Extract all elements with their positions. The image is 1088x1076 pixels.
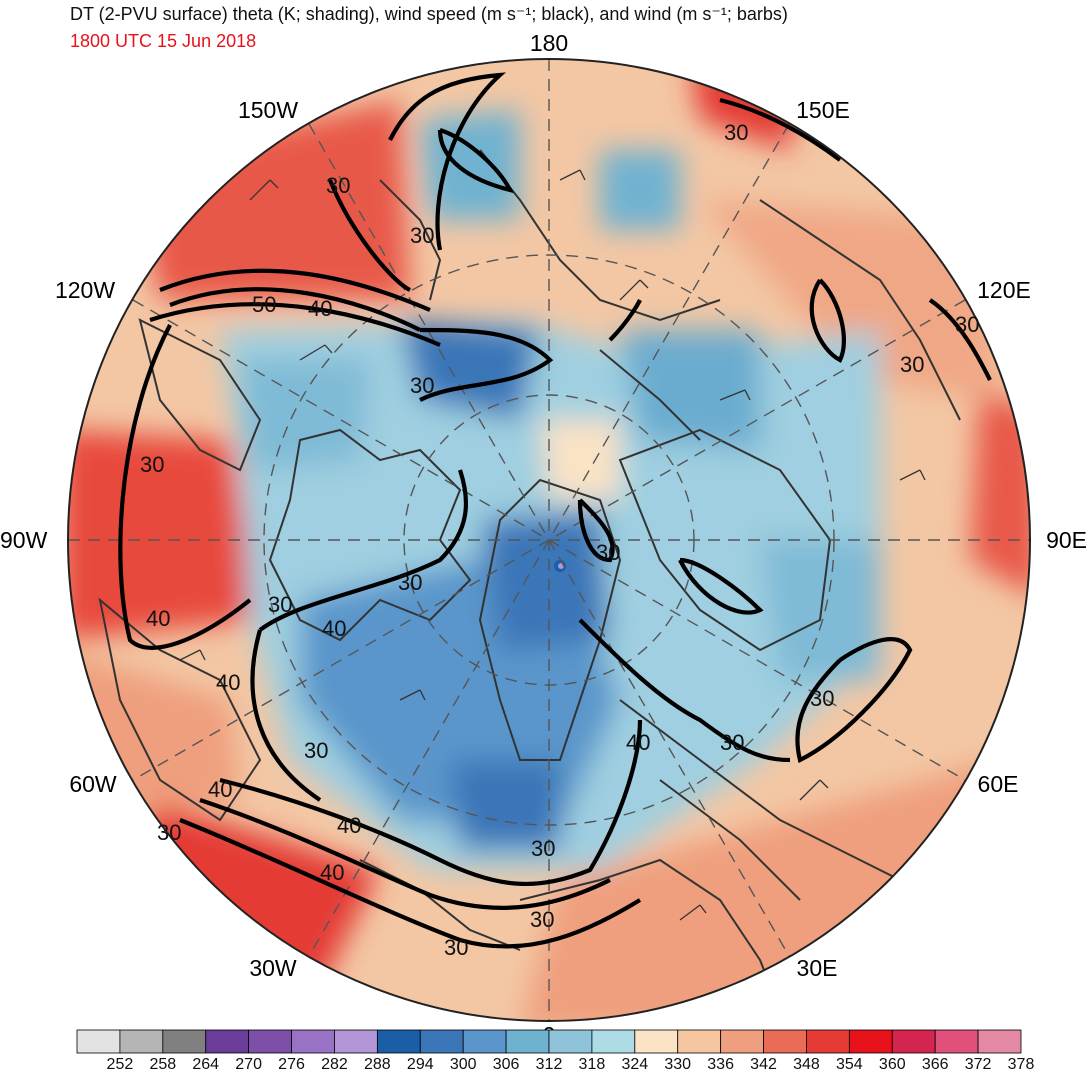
lon-label-60e: 60E	[978, 771, 1019, 797]
valid-time: 1800 UTC 15 Jun 2018	[70, 31, 257, 51]
lon-label-120w: 120W	[55, 277, 115, 303]
colorbar-swatch	[291, 1029, 335, 1054]
colorbar-tick-label: 372	[964, 1056, 992, 1073]
colorbar-tick-label: 270	[235, 1056, 262, 1073]
svg-text:30: 30	[268, 592, 292, 617]
colorbar-tick-label: 348	[793, 1056, 820, 1073]
map-boundary	[67, 58, 1031, 1022]
colorbar-swatch	[634, 1029, 679, 1054]
colorbar-tick-label: 366	[921, 1056, 949, 1073]
svg-text:40: 40	[216, 670, 240, 695]
colorbar	[76, 1029, 1022, 1054]
colorbar-swatch	[205, 1029, 250, 1054]
svg-text:40: 40	[208, 777, 232, 802]
lon-label-150e: 150E	[796, 97, 850, 123]
wind-speed-contours	[118, 72, 992, 949]
colorbar-tick-label: 354	[836, 1056, 863, 1073]
svg-text:30: 30	[398, 570, 422, 595]
colorbar-swatch	[419, 1029, 464, 1054]
colorbar-swatch	[677, 1029, 722, 1054]
colorbar-swatch	[934, 1029, 979, 1054]
svg-text:30: 30	[410, 373, 434, 398]
colorbar-tick-label: 258	[149, 1056, 177, 1073]
colorbar-tick-label: 360	[878, 1056, 906, 1073]
svg-text:40: 40	[626, 730, 650, 755]
colorbar-tick-label: 324	[621, 1056, 649, 1073]
lon-label-30w: 30W	[249, 955, 297, 981]
wind-barbs	[179, 169, 926, 921]
colorbar-tick-label: 336	[707, 1056, 734, 1073]
colorbar-tick-label: 306	[492, 1056, 520, 1073]
svg-text:50: 50	[252, 292, 276, 317]
svg-text:30: 30	[444, 935, 468, 960]
colorbar-tick-label: 312	[535, 1056, 563, 1073]
svg-text:40: 40	[320, 860, 344, 885]
colorbar-tick-label: 330	[664, 1056, 692, 1073]
svg-text:30: 30	[530, 907, 554, 932]
svg-text:30: 30	[410, 223, 434, 248]
colorbar-tick-label: 294	[406, 1056, 434, 1073]
colorbar-tick-label: 288	[364, 1056, 391, 1073]
colorbar-tick-label: 276	[278, 1056, 305, 1073]
colorbar-swatch	[806, 1029, 850, 1054]
colorbar-tick-label: 318	[578, 1056, 606, 1073]
colorbar-tick-label: 378	[1007, 1056, 1035, 1073]
colorbar-swatch	[848, 1029, 893, 1054]
longitude-labels: 180 150E 120E 90E 60E 30E 0 30W 60W 90W …	[0, 30, 1087, 1048]
colorbar-swatch	[720, 1029, 764, 1054]
svg-text:30: 30	[140, 452, 164, 477]
colorbar-swatch	[591, 1029, 636, 1054]
colorbar-swatch	[376, 1029, 421, 1054]
svg-text:40: 40	[322, 616, 346, 641]
svg-text:30: 30	[326, 173, 350, 198]
svg-text:30: 30	[955, 312, 979, 337]
lon-label-120e: 120E	[977, 277, 1031, 303]
svg-text:30: 30	[531, 836, 555, 861]
colorbar-swatch	[119, 1029, 164, 1054]
colorbar-swatch	[977, 1029, 1022, 1054]
colorbar-tick-label: 300	[449, 1056, 477, 1073]
colorbar-swatch	[162, 1029, 207, 1054]
colorbar-swatch	[505, 1029, 550, 1054]
svg-text:30: 30	[810, 686, 834, 711]
contour-labels: 30 30 50 40 30 30 30 30 40 40 40 30 40 4…	[140, 120, 979, 960]
svg-text:30: 30	[720, 730, 744, 755]
svg-text:40: 40	[146, 606, 170, 631]
lon-label-90e: 90E	[1046, 527, 1087, 553]
colorbar-tick-label: 342	[750, 1056, 777, 1073]
svg-text:40: 40	[308, 296, 332, 321]
colorbar-tick-label: 282	[321, 1056, 348, 1073]
colorbar-swatch	[548, 1029, 593, 1054]
svg-text:30: 30	[724, 120, 748, 145]
chart-title: DT (2-PVU surface) theta (K; shading), w…	[70, 4, 788, 24]
graticule	[68, 59, 1030, 1021]
lon-label-150w: 150W	[238, 97, 298, 123]
lon-label-180: 180	[530, 30, 568, 56]
lon-label-30e: 30E	[797, 955, 838, 981]
svg-text:30: 30	[596, 540, 620, 565]
svg-text:30: 30	[900, 352, 924, 377]
lon-label-90w: 90W	[0, 527, 48, 553]
colorbar-swatch	[334, 1029, 378, 1054]
colorbar-swatch	[462, 1029, 507, 1054]
colorbar-swatch	[763, 1029, 807, 1054]
lon-label-60w: 60W	[69, 771, 117, 797]
colorbar-tick-label: 264	[192, 1056, 220, 1073]
colorbar-swatch	[248, 1029, 292, 1054]
svg-text:30: 30	[304, 738, 328, 763]
svg-text:30: 30	[157, 820, 181, 845]
colorbar-swatch	[891, 1029, 936, 1054]
svg-text:40: 40	[337, 813, 361, 838]
colorbar-tick-label: 252	[106, 1056, 134, 1073]
colorbar-swatch	[76, 1029, 121, 1054]
